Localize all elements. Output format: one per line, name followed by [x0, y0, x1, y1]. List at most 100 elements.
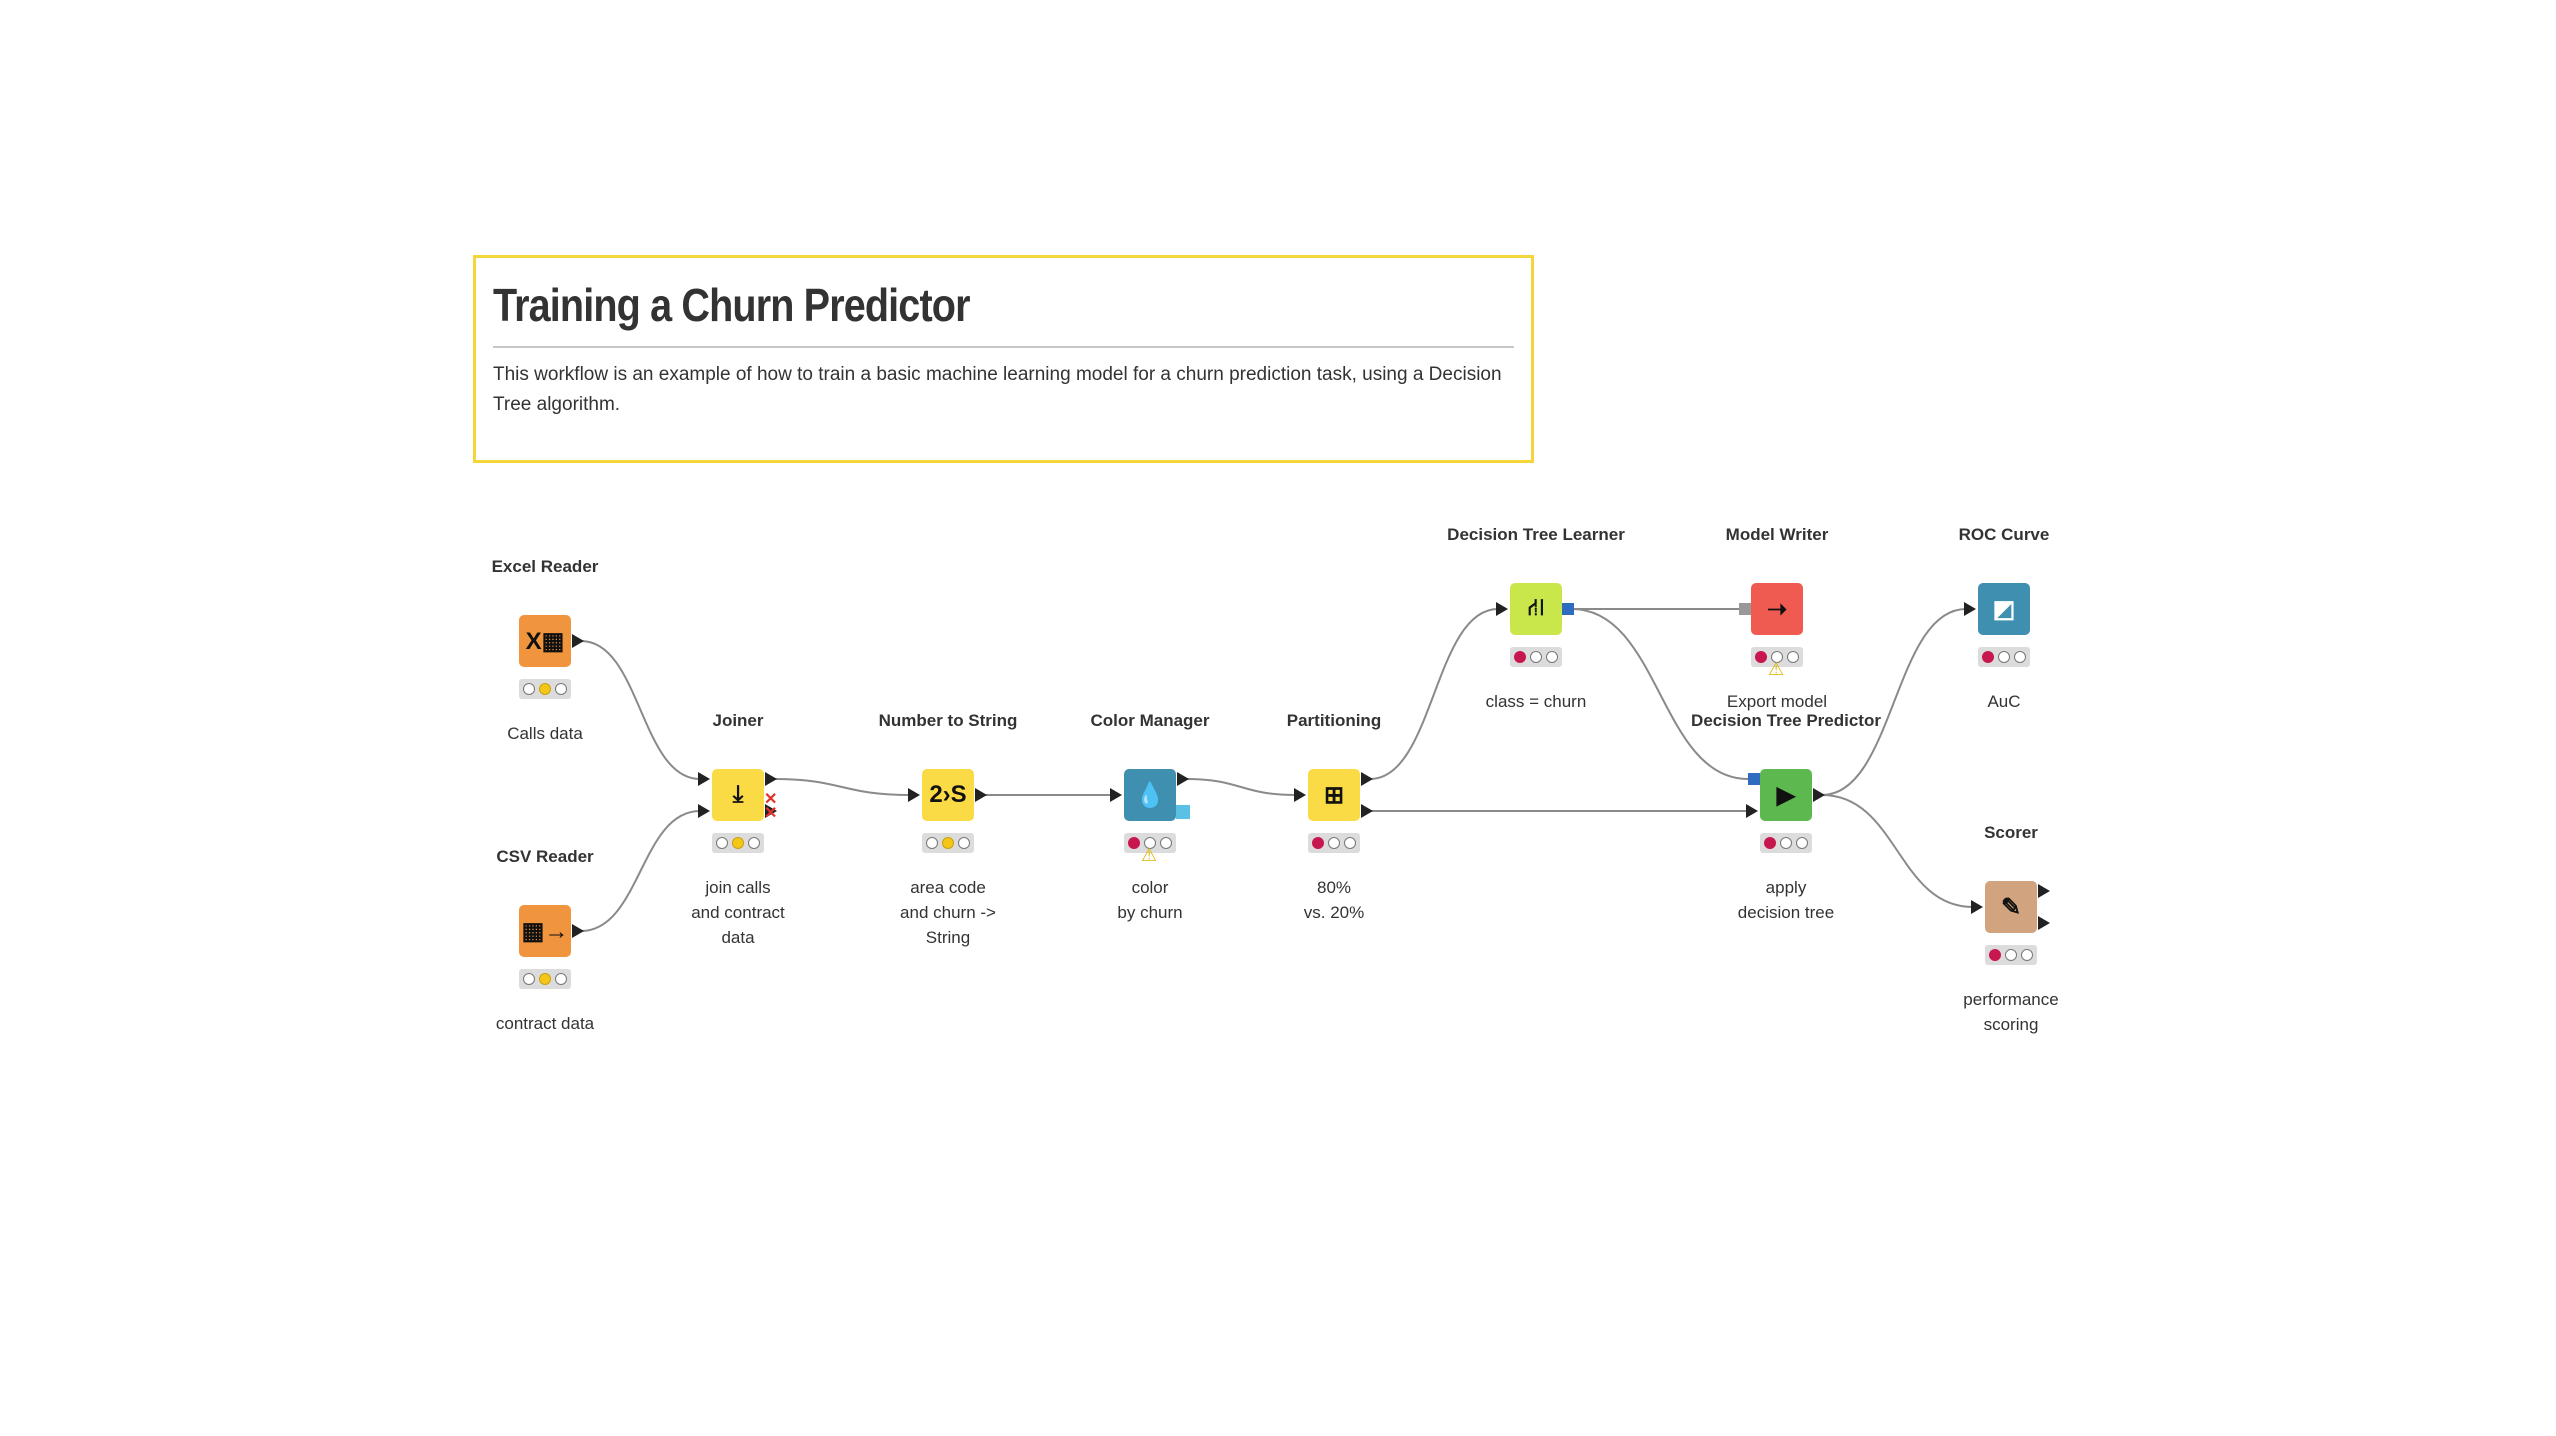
- node-box[interactable]: ⛙: [1510, 583, 1562, 635]
- input-port[interactable]: [1964, 602, 1976, 616]
- output-port[interactable]: [1813, 788, 1825, 802]
- connection-partition-dtl[interactable]: [1369, 608, 1499, 780]
- output-port[interactable]: [1361, 772, 1373, 786]
- output-port[interactable]: [975, 788, 987, 802]
- node-box[interactable]: ▦→: [519, 905, 571, 957]
- status-light-yellow: [539, 973, 551, 985]
- output-port[interactable]: [572, 924, 584, 938]
- output-port[interactable]: [572, 634, 584, 648]
- decision-tree-icon: ⛙: [1527, 594, 1545, 621]
- connection-dtp-roc[interactable]: [1821, 608, 1967, 796]
- status-traffic-light: [1308, 833, 1360, 853]
- model-input-port[interactable]: [1739, 603, 1751, 615]
- output-port[interactable]: [2038, 916, 2050, 930]
- node-box[interactable]: ✎: [1985, 881, 2037, 933]
- input-port[interactable]: [698, 804, 710, 818]
- node-description[interactable]: join calls and contract data: [691, 878, 785, 947]
- node-box[interactable]: ⊞: [1308, 769, 1360, 821]
- status-light-yellow: [539, 683, 551, 695]
- node-name: Number to String: [878, 711, 1018, 730]
- status-light-yellow: [1771, 651, 1783, 663]
- node-box[interactable]: X▦: [519, 615, 571, 667]
- workflow-annotation[interactable]: Training a Churn Predictor This workflow…: [473, 255, 1534, 463]
- annotation-divider: [493, 346, 1514, 348]
- output-port[interactable]: [2038, 884, 2050, 898]
- node-name: Excel Reader: [491, 557, 599, 576]
- model-input-port[interactable]: [1748, 773, 1760, 785]
- input-port[interactable]: [908, 788, 920, 802]
- status-light-yellow: [1780, 837, 1792, 849]
- output-port[interactable]: [1177, 772, 1189, 786]
- node-description[interactable]: color by churn: [1117, 878, 1183, 922]
- inactive-port-x-icon: ✕: [764, 791, 778, 808]
- status-light-red: [716, 837, 728, 849]
- status-light-yellow: [1530, 651, 1542, 663]
- node-name: CSV Reader: [496, 847, 594, 866]
- input-port[interactable]: [1110, 788, 1122, 802]
- status-light-red: [926, 837, 938, 849]
- status-traffic-light: [1985, 945, 2037, 965]
- status-traffic-light: [1751, 647, 1803, 667]
- model-output-port[interactable]: [1562, 603, 1574, 615]
- input-port[interactable]: [1294, 788, 1306, 802]
- status-light-yellow: [1998, 651, 2010, 663]
- status-light-yellow: [1328, 837, 1340, 849]
- node-name: ROC Curve: [1958, 525, 2050, 544]
- node-description[interactable]: Calls data: [507, 724, 583, 743]
- predictor-icon: ▶: [1776, 781, 1796, 809]
- connection-joiner-num2str[interactable]: [773, 778, 911, 796]
- node-description[interactable]: class = churn: [1485, 692, 1587, 711]
- node-box[interactable]: 2›S: [922, 769, 974, 821]
- node-box[interactable]: ⤓: [712, 769, 764, 821]
- connection-csv-joiner[interactable]: [580, 810, 701, 932]
- status-light-red: [1764, 837, 1776, 849]
- join-icon: ⤓: [732, 781, 744, 808]
- status-light-yellow: [732, 837, 744, 849]
- status-light-red: [1755, 651, 1767, 663]
- color-drop-icon: 💧: [1135, 781, 1165, 809]
- input-port[interactable]: [698, 772, 710, 786]
- number-to-string-icon: 2›S: [929, 781, 967, 808]
- node-description[interactable]: contract data: [495, 1014, 595, 1033]
- connection-dtl-dtp[interactable]: [1571, 608, 1749, 780]
- input-port[interactable]: [1746, 804, 1758, 818]
- node-name: Partitioning: [1286, 711, 1382, 730]
- annotation-title: Training a Churn Predictor: [493, 279, 970, 331]
- node-name: Decision Tree Predictor: [1691, 711, 1881, 730]
- status-light-green: [2021, 949, 2033, 961]
- status-traffic-light: [1978, 647, 2030, 667]
- output-port[interactable]: [1361, 804, 1373, 818]
- node-name: Scorer: [1984, 823, 2038, 842]
- node-name: Decision Tree Learner: [1447, 525, 1625, 544]
- node-description[interactable]: Export model: [1726, 692, 1828, 711]
- input-port[interactable]: [1496, 602, 1508, 616]
- connection-colormgr-partition[interactable]: [1185, 778, 1297, 796]
- model-write-icon: ➝: [1766, 595, 1788, 623]
- status-light-green: [1344, 837, 1356, 849]
- status-light-green: [1796, 837, 1808, 849]
- node-box[interactable]: ◩: [1978, 583, 2030, 635]
- node-name: Model Writer: [1725, 525, 1829, 544]
- connection-dtp-scorer[interactable]: [1821, 794, 1974, 908]
- output-port[interactable]: [765, 772, 777, 786]
- input-port[interactable]: [1971, 900, 1983, 914]
- status-traffic-light: [519, 969, 571, 989]
- node-description[interactable]: area code and churn -> String: [900, 878, 996, 947]
- status-light-green: [2014, 651, 2026, 663]
- connection-excel-joiner[interactable]: [580, 640, 701, 780]
- node-description[interactable]: apply decision tree: [1737, 878, 1835, 922]
- node-box[interactable]: 💧: [1124, 769, 1176, 821]
- status-light-red: [1312, 837, 1324, 849]
- node-description[interactable]: 80% vs. 20%: [1303, 878, 1365, 922]
- status-traffic-light: [1124, 833, 1176, 853]
- node-name: Joiner: [712, 711, 764, 730]
- warning-icon: ⚠: [1141, 845, 1158, 865]
- node-box[interactable]: ➝: [1751, 583, 1803, 635]
- node-box[interactable]: ▶: [1760, 769, 1812, 821]
- node-description[interactable]: AuC: [1987, 692, 2021, 711]
- scorer-icon: ✎: [2000, 893, 2022, 921]
- node-description[interactable]: performance scoring: [1963, 990, 2059, 1034]
- output-port[interactable]: [765, 804, 777, 818]
- color-model-port[interactable]: [1176, 805, 1190, 819]
